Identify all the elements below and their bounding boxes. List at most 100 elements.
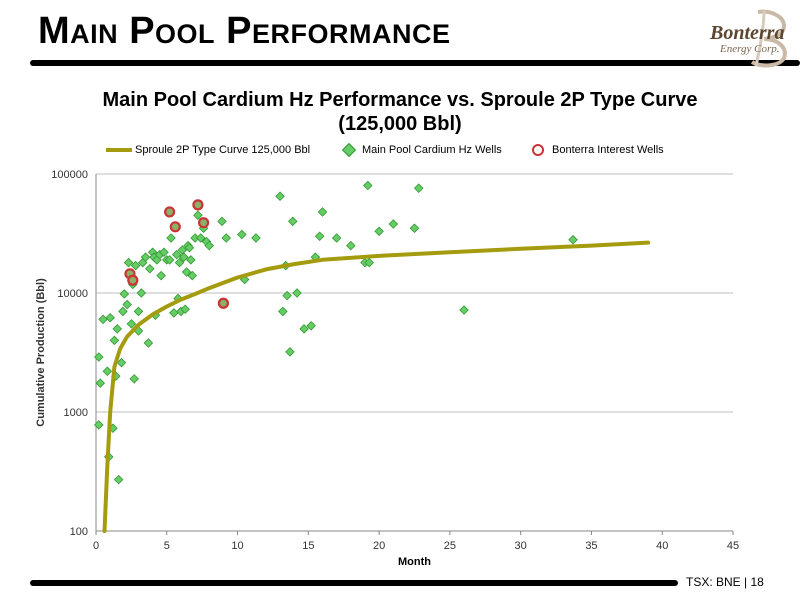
chart-title: Main Pool Cardium Hz Performance vs. Spr… [102,89,698,135]
x-tick-label: 5 [164,540,170,552]
well-point [166,233,176,243]
legend-interest-label: Bonterra Interest Wells [552,144,664,156]
well-point [130,260,141,271]
x-tick-label: 25 [444,540,456,552]
well-point [187,270,198,281]
well-point [364,257,374,268]
well-point [217,216,227,227]
well-point [123,257,134,268]
well-point [95,378,106,388]
company-logo: Bonterra Energy Corp. [700,8,795,68]
legend-wells: Main Pool Cardium Hz Wells [341,142,502,158]
legend-circle-swatch [532,144,544,156]
well-point [292,288,302,298]
well-point [169,308,179,318]
legend-type-curve: Sproule 2P Type Curve 125,000 Bbl [106,144,310,156]
logo-subtitle: Energy Corp. [720,43,780,55]
x-axis-label: Month [398,556,431,568]
well-point [568,235,578,245]
well-point [184,242,195,253]
y-tick-label: 100 [70,526,88,538]
legend-wells-label: Main Pool Cardium Hz Wells [362,144,502,156]
well-point [119,289,130,299]
well-point [363,180,373,191]
logo-wordmark: Bonterra [710,22,785,44]
well-point [98,314,108,325]
well-point [374,226,384,237]
well-point [112,324,122,334]
legend-type-curve-label: Sproule 2P Type Curve 125,000 Bbl [135,144,311,156]
well-point [413,183,424,193]
well-point [331,233,342,243]
well-point [105,312,115,323]
well-point [102,366,113,377]
y-axis-label: Cumulative Production (Bbl) [35,278,47,427]
logo-swirl-icon [750,9,787,68]
well-point [221,233,231,243]
well-point [388,219,399,229]
well-point [180,304,190,315]
y-tick-label: 100000 [51,169,88,181]
well-point [251,233,261,243]
type-curve-line [102,240,651,533]
well-point [193,210,203,221]
well-point [118,306,128,317]
y-tick-label: 1000 [64,407,88,419]
well-point [94,352,104,362]
well-point [287,216,298,227]
well-point [174,257,185,268]
x-tick-label: 40 [656,540,668,552]
well-point [164,255,175,265]
slide-title: Main Pool Performance [38,10,451,52]
page-number: 18 [750,575,764,589]
well-point [195,233,206,243]
interest-well-point [217,297,229,309]
interest-well-point [169,221,181,233]
title-divider [30,60,800,66]
footer: TSX: BNE | 18 [686,575,764,589]
well-point [299,324,309,334]
x-tick-label: 45 [727,540,739,552]
well-point [116,357,127,368]
well-point [171,249,182,260]
well-point [159,247,169,258]
x-tick-label: 20 [373,540,385,552]
interest-well-point [192,199,204,211]
x-tick-label: 15 [302,540,314,552]
well-point [122,299,132,310]
footer-separator: | [744,575,748,589]
well-point [94,420,104,430]
well-point [136,288,147,298]
footer-ticker: TSX: BNE [686,575,741,589]
well-point [346,240,356,251]
well-point [145,263,155,274]
well-point [459,305,469,315]
interest-well-point [197,217,210,229]
well-point [140,252,151,262]
well-point [317,207,328,217]
well-point [133,306,144,317]
well-point [113,474,124,485]
well-point [285,347,295,357]
well-point [237,229,247,240]
interest-well-point [164,206,176,218]
well-point [204,240,215,251]
well-point [156,270,166,281]
well-point [409,223,420,234]
legend-line-swatch [106,148,132,152]
footer-divider [30,580,678,586]
well-point [306,321,316,331]
well-point [314,231,325,241]
x-tick-label: 30 [515,540,527,552]
well-point [282,290,292,301]
y-tick-label: 10000 [57,288,88,300]
legend-interest: Bonterra Interest Wells [532,144,664,156]
well-point [143,338,154,348]
well-point [129,374,139,384]
well-point [186,255,196,265]
well-point [109,335,120,346]
well-point [275,191,285,202]
x-tick-label: 10 [231,540,243,552]
well-point [178,252,189,262]
